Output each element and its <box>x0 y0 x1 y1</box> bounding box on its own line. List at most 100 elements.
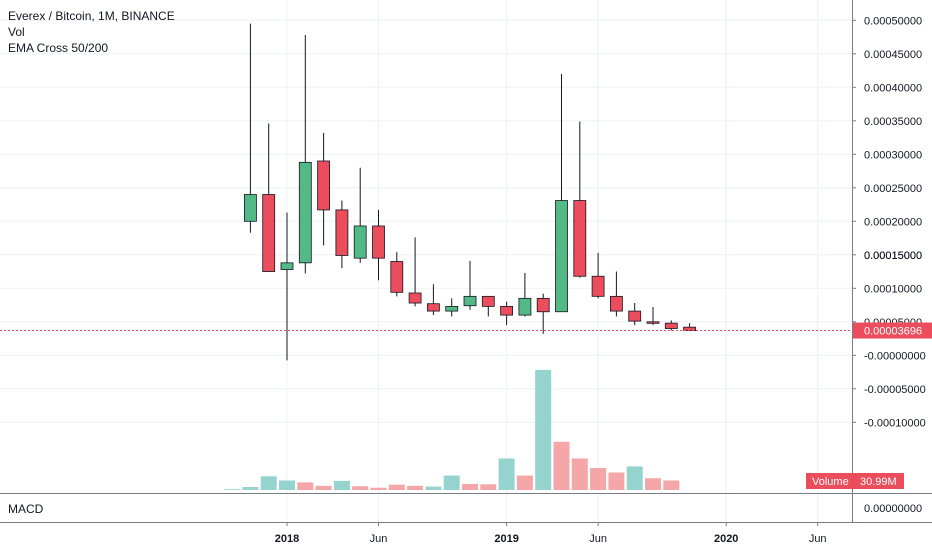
candle-body <box>628 310 642 322</box>
volume-bar <box>260 476 277 490</box>
candle[interactable] <box>555 73 568 313</box>
price-tick-label-partial: 0.00015000 <box>864 250 922 262</box>
volume-badge-label-box <box>806 473 852 489</box>
current-price-badge: 0.00003696 <box>853 322 932 339</box>
candle[interactable] <box>664 320 678 331</box>
candle-body <box>683 326 696 331</box>
candle[interactable] <box>463 260 477 310</box>
candle-body <box>646 321 660 324</box>
price-tick-label: 0.00015000 <box>864 250 922 262</box>
volume-bar <box>553 441 570 490</box>
candle-body <box>426 303 440 312</box>
volume-bar <box>370 487 387 490</box>
candle[interactable] <box>610 271 623 317</box>
candle-body <box>573 200 587 277</box>
volume-bar <box>498 458 515 490</box>
candle-body <box>500 305 514 316</box>
volume-bar <box>315 485 332 490</box>
macd-pane-label[interactable]: MACD <box>8 502 44 516</box>
candle-body <box>555 200 568 313</box>
candle-body <box>243 194 257 222</box>
candle[interactable] <box>262 123 276 272</box>
candle[interactable] <box>353 167 367 263</box>
candle-body <box>518 297 532 316</box>
candle[interactable] <box>500 301 514 326</box>
volume-badge: Volume 30.99M <box>806 473 904 489</box>
volume-bar <box>571 458 588 490</box>
price-tick-label: 0.00025000 <box>864 183 922 195</box>
candle-body <box>262 194 276 272</box>
candle[interactable] <box>573 121 587 278</box>
candle[interactable] <box>536 293 550 334</box>
candle-body <box>353 225 367 259</box>
time-tick-label: 2018 <box>275 533 299 545</box>
candle[interactable] <box>372 209 385 281</box>
price-tick-label: -0.00010000 <box>864 417 926 429</box>
candle[interactable] <box>481 295 495 317</box>
volume-bars <box>224 369 680 490</box>
candle[interactable] <box>591 252 605 299</box>
candle[interactable] <box>445 298 459 317</box>
candle-body <box>481 295 495 307</box>
candle[interactable] <box>243 23 257 233</box>
candle-body <box>536 297 550 313</box>
candle-body <box>664 322 678 329</box>
candle-body <box>390 261 404 293</box>
price-tick-label: 0.00035000 <box>864 116 922 128</box>
volume-bar <box>462 483 478 490</box>
candle[interactable] <box>280 212 294 361</box>
time-tick-label: 2019 <box>494 533 518 545</box>
volume-bar <box>352 486 369 490</box>
price-tick-label: 0.00040000 <box>864 82 922 94</box>
ema-indicator-label[interactable]: EMA Cross 50/200 <box>8 41 109 55</box>
current-price-label: 0.00003696 <box>864 326 922 338</box>
candle-body <box>335 209 349 256</box>
volume-bar <box>333 480 350 490</box>
current-price-badge-box <box>853 322 932 339</box>
volume-bar <box>663 480 680 490</box>
candle[interactable] <box>408 237 422 307</box>
candle[interactable] <box>298 35 312 274</box>
grid-lines <box>0 0 852 522</box>
volume-bar <box>242 486 259 490</box>
candle[interactable] <box>335 200 349 269</box>
volume-bar <box>590 467 607 490</box>
candle-body <box>610 295 623 312</box>
volume-bar <box>645 478 661 490</box>
volume-bar <box>407 485 424 490</box>
volume-bar <box>388 484 405 490</box>
candle[interactable] <box>628 303 642 326</box>
price-tick-label: 0.00030000 <box>864 149 922 161</box>
price-tick-label: -0.00000000 <box>864 350 926 362</box>
price-tick-label: 0.00050000 <box>864 15 922 27</box>
volume-bar <box>480 484 497 490</box>
candle-body <box>317 160 331 211</box>
chart-legend: Everex / Bitcoin, 1M, BINANCE Vol EMA Cr… <box>8 8 175 56</box>
volume-bar <box>443 475 460 490</box>
macd-tick-label: 0.00000000 <box>864 503 922 515</box>
volume-bar <box>516 475 533 490</box>
volume-badge-value: 30.99M <box>860 476 897 488</box>
candle[interactable] <box>390 252 404 297</box>
candle[interactable] <box>683 323 696 332</box>
volume-indicator-label[interactable]: Vol <box>8 25 25 39</box>
volume-bar <box>425 486 442 490</box>
candle[interactable] <box>317 132 331 246</box>
candle[interactable] <box>518 272 532 317</box>
price-candles <box>243 23 696 361</box>
candle-body <box>408 292 422 304</box>
symbol-title[interactable]: Everex / Bitcoin, 1M, BINANCE <box>8 9 175 23</box>
price-tick-label: 0.00045000 <box>864 49 922 61</box>
candle-body <box>280 262 294 270</box>
candle[interactable] <box>646 307 660 326</box>
candle-body <box>463 295 477 307</box>
candle-body <box>372 225 385 259</box>
volume-bar <box>297 482 314 490</box>
candle-body <box>445 305 459 312</box>
candle[interactable] <box>426 284 440 316</box>
volume-badge-value-box <box>852 473 904 489</box>
candle-body <box>591 275 605 297</box>
volume-bar <box>224 489 241 490</box>
